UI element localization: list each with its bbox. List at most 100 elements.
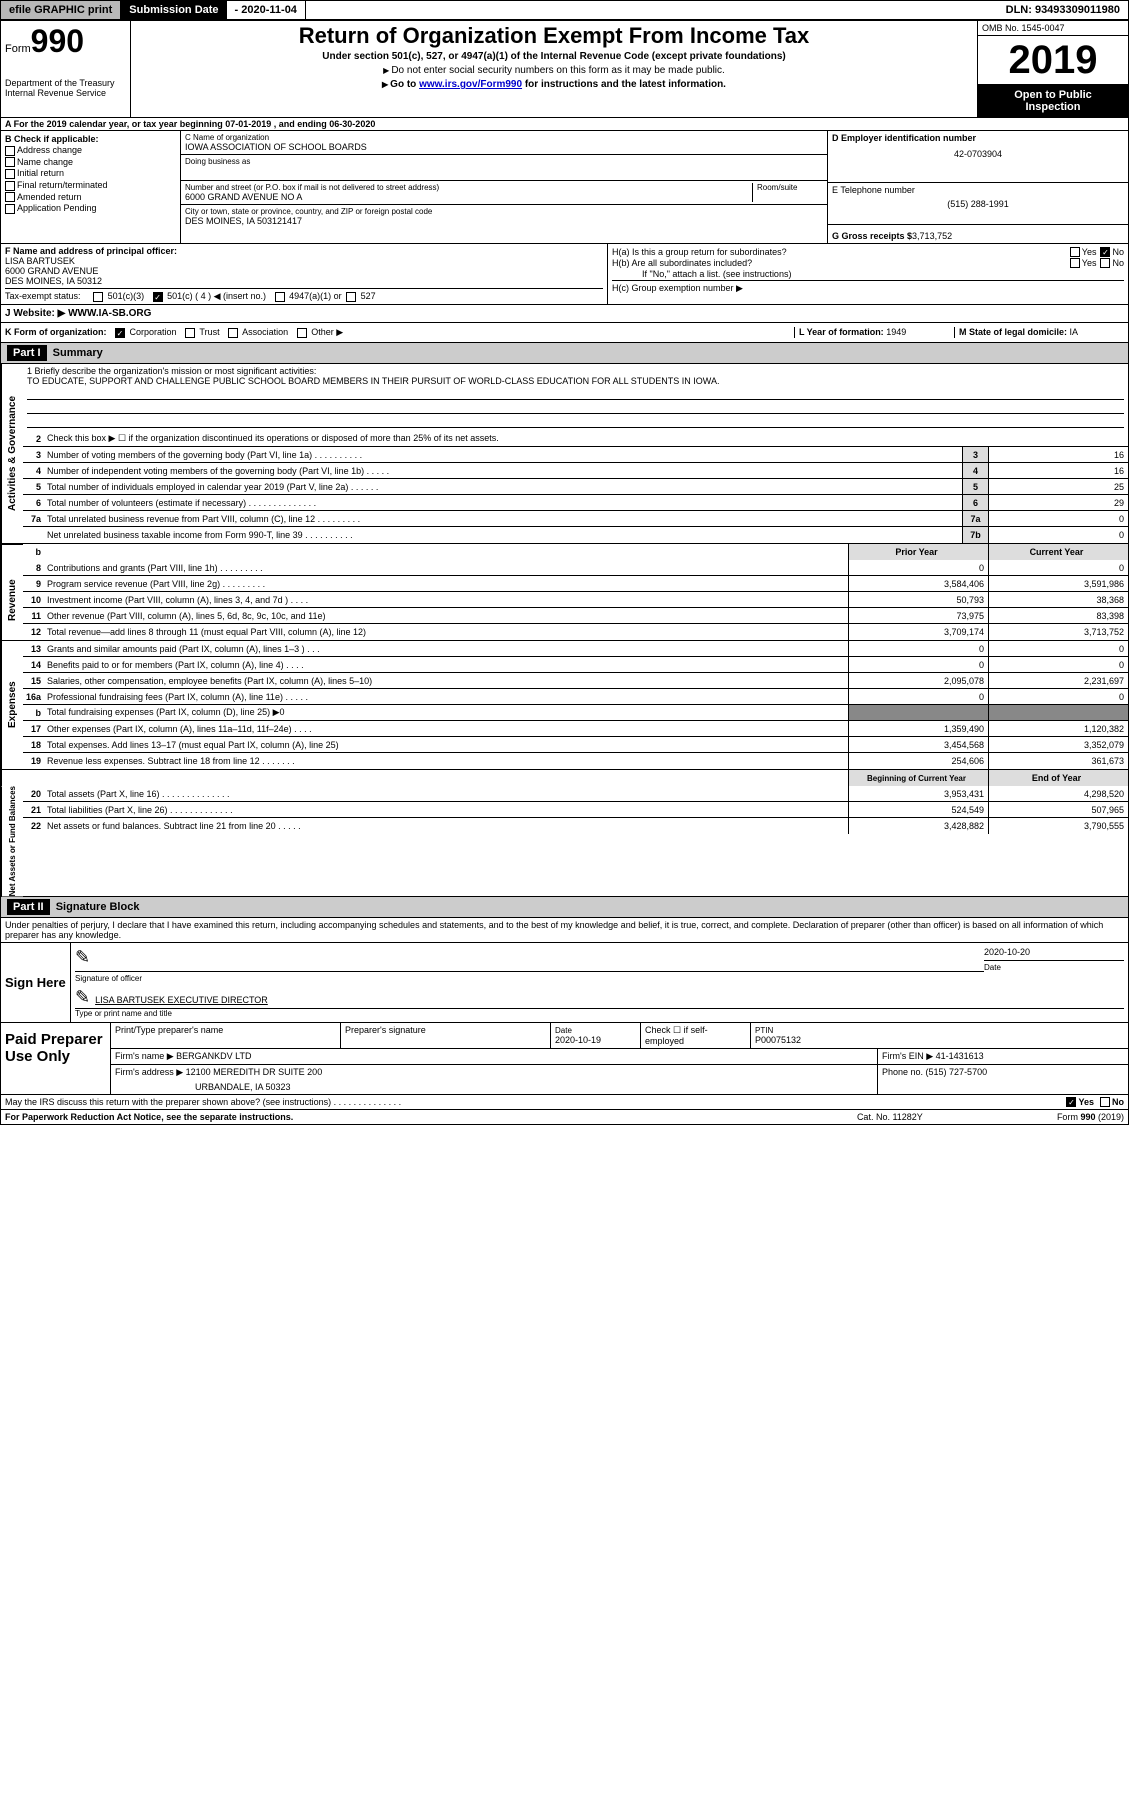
department: Department of the Treasury Internal Reve… <box>5 78 126 98</box>
col-b-header: B Check if applicable: <box>5 134 176 144</box>
hb-note: If "No," attach a list. (see instruction… <box>612 269 1124 279</box>
state-domicile: IA <box>1070 327 1079 337</box>
tax-year: 2019 <box>978 36 1128 85</box>
gov-line: 4Number of independent voting members of… <box>23 463 1128 479</box>
data-line: 18Total expenses. Add lines 13–17 (must … <box>23 737 1128 753</box>
goto-pre: Go to <box>390 79 419 90</box>
firm-city: URBANDALE, IA 50323 <box>115 1082 873 1092</box>
print-name-label: Type or print name and title <box>75 1008 1124 1018</box>
checkbox-address-change[interactable] <box>5 146 15 156</box>
checkbox-initial-return[interactable] <box>5 169 15 179</box>
city-label: City or town, state or province, country… <box>185 207 823 216</box>
preparer-date: 2020-10-19 <box>555 1035 601 1045</box>
submission-date-value: - 2020-11-04 <box>227 1 306 19</box>
side-tab-revenue: Revenue <box>1 560 23 640</box>
part-1-header: Part I Summary <box>1 343 1128 364</box>
checkbox-final-return[interactable] <box>5 181 15 191</box>
checkbox-other[interactable] <box>297 328 307 338</box>
data-line: 15Salaries, other compensation, employee… <box>23 673 1128 689</box>
checkbox-501c3[interactable] <box>93 292 103 302</box>
data-line: 16aProfessional fundraising fees (Part I… <box>23 689 1128 705</box>
form-number: 990 <box>31 23 84 59</box>
sig-officer-label: Signature of officer <box>75 974 984 983</box>
paid-preparer-label: Paid Preparer Use Only <box>1 1023 111 1094</box>
data-line: 12Total revenue—add lines 8 through 11 (… <box>23 624 1128 640</box>
ha-yes[interactable] <box>1070 247 1080 257</box>
checkbox-corporation[interactable] <box>115 328 125 338</box>
open-public-1: Open to Public <box>1014 89 1092 101</box>
checkbox-pending[interactable] <box>5 204 15 214</box>
firm-ein: Firm's EIN ▶ 41-1431613 <box>878 1049 1128 1064</box>
preparer-name-label: Print/Type preparer's name <box>111 1023 341 1048</box>
preparer-sig-label: Preparer's signature <box>341 1023 551 1048</box>
form-page: Form990 Department of the Treasury Inter… <box>0 20 1129 1125</box>
side-tab-net-assets: Net Assets or Fund Balances <box>1 786 23 896</box>
officer-name: LISA BARTUSEK <box>5 256 603 266</box>
discuss-yes[interactable] <box>1066 1097 1076 1107</box>
part-2-header: Part II Signature Block <box>1 897 1128 918</box>
ha-no[interactable] <box>1100 247 1110 257</box>
officer-h-row: F Name and address of principal officer:… <box>1 244 1128 305</box>
submission-date-label: Submission Date <box>121 1 226 19</box>
checkbox-527[interactable] <box>346 292 356 302</box>
paperwork-notice: For Paperwork Reduction Act Notice, see … <box>5 1112 857 1122</box>
officer-addr1: 6000 GRAND AVENUE <box>5 266 603 276</box>
expenses-section: Expenses 13Grants and similar amounts pa… <box>1 641 1128 770</box>
street-address: 6000 GRAND AVENUE NO A <box>185 192 748 202</box>
data-line: 21Total liabilities (Part X, line 26) . … <box>23 802 1128 818</box>
gov-line: 3Number of voting members of the governi… <box>23 447 1128 463</box>
net-header-row: Beginning of Current Year End of Year <box>1 770 1128 786</box>
cat-number: Cat. No. 11282Y <box>857 1112 1057 1122</box>
efile-button[interactable]: efile GRAPHIC print <box>1 1 121 19</box>
checkbox-name-change[interactable] <box>5 157 15 167</box>
telephone-value: (515) 288-1991 <box>832 199 1124 209</box>
penalty-statement: Under penalties of perjury, I declare th… <box>1 918 1128 943</box>
hb-yes[interactable] <box>1070 258 1080 268</box>
officer-addr2: DES MOINES, IA 50312 <box>5 276 603 286</box>
data-line: bTotal fundraising expenses (Part IX, co… <box>23 705 1128 721</box>
sig-date: 2020-10-20 <box>984 947 1124 957</box>
col-d-ein: D Employer identification number 42-0703… <box>828 131 1128 243</box>
data-line: 14Benefits paid to or for members (Part … <box>23 657 1128 673</box>
checkbox-4947[interactable] <box>275 292 285 302</box>
city-state-zip: DES MOINES, IA 503121417 <box>185 216 823 226</box>
side-tab-governance: Activities & Governance <box>1 364 23 543</box>
hb-no[interactable] <box>1100 258 1110 268</box>
dln: DLN: 93493309011980 <box>998 1 1128 19</box>
discuss-no[interactable] <box>1100 1097 1110 1107</box>
checkbox-association[interactable] <box>228 328 238 338</box>
top-bar: efile GRAPHIC print Submission Date - 20… <box>0 0 1129 20</box>
ein-label: D Employer identification number <box>832 133 1124 143</box>
gov-section: Activities & Governance 1 Briefly descri… <box>1 364 1128 544</box>
current-year-header: Current Year <box>988 544 1128 560</box>
room-suite-label: Room/suite <box>753 183 823 202</box>
page-footer: For Paperwork Reduction Act Notice, see … <box>1 1110 1128 1124</box>
form-title: Return of Organization Exempt From Incom… <box>137 23 971 49</box>
addr-label: Number and street (or P.O. box if mail i… <box>185 183 748 192</box>
data-line: 19Revenue less expenses. Subtract line 1… <box>23 753 1128 769</box>
gov-line: 2Check this box ▶ ☐ if the organization … <box>23 431 1128 447</box>
gov-line: 6Total number of volunteers (estimate if… <box>23 495 1128 511</box>
sig-date-label: Date <box>984 963 1124 972</box>
data-line: 10Investment income (Part VIII, column (… <box>23 592 1128 608</box>
gross-receipts-value: 3,713,752 <box>912 231 952 241</box>
irs-link[interactable]: www.irs.gov/Form990 <box>419 79 522 90</box>
discuss-row: May the IRS discuss this return with the… <box>1 1095 1128 1110</box>
checkbox-trust[interactable] <box>185 328 195 338</box>
ptin-value: P00075132 <box>755 1035 801 1045</box>
row-a-tax-year: A For the 2019 calendar year, or tax yea… <box>1 118 1128 131</box>
self-employed-check[interactable]: Check ☐ if self-employed <box>641 1023 751 1048</box>
col-header-row: b Prior Year Current Year <box>1 544 1128 560</box>
dba-label: Doing business as <box>185 157 823 166</box>
net-assets-section: Net Assets or Fund Balances 20Total asse… <box>1 786 1128 897</box>
firm-address: Firm's address ▶ 12100 MEREDITH DR SUITE… <box>115 1067 873 1078</box>
form-version: Form 990 (2019) <box>1057 1112 1124 1122</box>
mission-label: 1 Briefly describe the organization's mi… <box>27 366 1124 376</box>
checkbox-amended[interactable] <box>5 192 15 202</box>
year-formation: 1949 <box>886 327 906 337</box>
prior-year-header: Prior Year <box>848 544 988 560</box>
org-name-label: C Name of organization <box>185 133 823 142</box>
checkbox-501c[interactable] <box>153 292 163 302</box>
gov-line: 5Total number of individuals employed in… <box>23 479 1128 495</box>
open-public-2: Inspection <box>1025 101 1080 113</box>
